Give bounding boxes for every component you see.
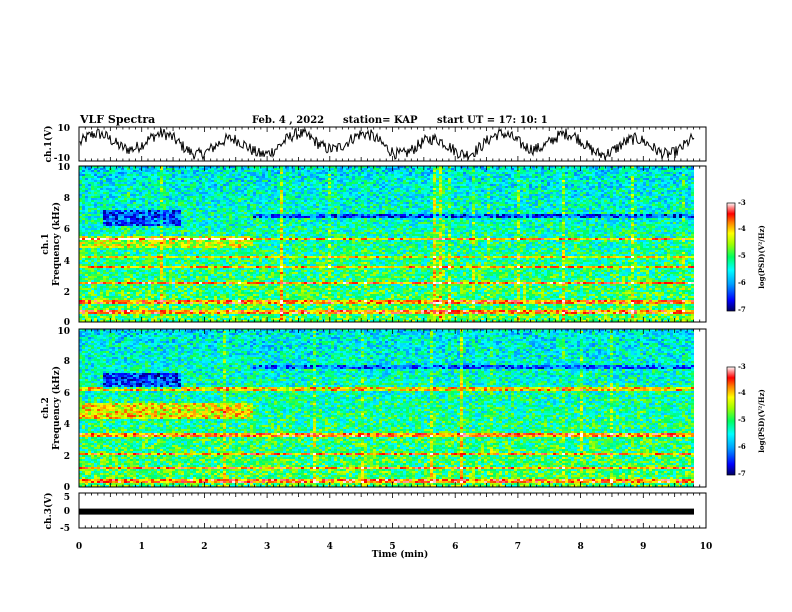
- ch1-cb-tick-m5: -5: [738, 251, 746, 260]
- ch2-freq-tick-0: 0: [64, 483, 70, 493]
- ch3-panel: 5 0 -5 ch.3(V) 0 1 2 3 4 5 6 7 8 9 10 Time (min): [43, 493, 712, 560]
- ch2-cb-tick-m6: -6: [738, 442, 746, 451]
- ch3-signal-band: [79, 509, 694, 515]
- ch2-freq-tick-6: 6: [64, 389, 70, 399]
- ch1-waveform-frame: [79, 127, 706, 161]
- time-tick-label: 0: [76, 542, 82, 552]
- ch1-cb-tick-m6: -6: [738, 278, 746, 287]
- time-tick-label: 9: [640, 542, 646, 552]
- ch2-cb-tick-m4: -4: [738, 388, 746, 397]
- ch2-cb-tick-m3: -3: [738, 362, 746, 371]
- ch1-cb-tick-m4: -4: [738, 224, 746, 233]
- ch3-ytick-m5: -5: [60, 524, 70, 534]
- station-label: station= KAP: [343, 115, 418, 126]
- ch3-ytick-5: 5: [64, 493, 70, 503]
- ch1-freq-tick-4: 4: [64, 257, 70, 267]
- ch1-cb-tick-m7: -7: [738, 305, 746, 314]
- ch1-spectrogram-panel: 0 2 4 6 8 10 ch.1 Frequency (kHz): [41, 163, 706, 328]
- ch1-freq-tick-8: 8: [64, 194, 70, 204]
- ch1-freq-tick-10: 10: [57, 163, 70, 173]
- time-tick-label: 2: [201, 542, 207, 552]
- ch2-spec-ylabel-channel: ch.2: [41, 397, 51, 418]
- ch1-spec-ylabel-frequency: Frequency (kHz): [51, 202, 62, 286]
- ch1-freq-tick-6: 6: [64, 225, 70, 235]
- time-tick-label: 6: [452, 542, 458, 552]
- ch2-spectrogram-panel: 0 2 4 6 8 10 ch.2 Frequency (kHz): [41, 327, 706, 493]
- vlf-spectra-figure: VLF Spectra Feb. 4 , 2022 station= KAP s…: [0, 0, 792, 612]
- time-tick-label: 1: [139, 542, 145, 552]
- ch2-freq-tick-8: 8: [64, 357, 70, 367]
- ch1-colorbar-label: log(PSD)(V²/Hz): [757, 225, 766, 289]
- time-axis-title: Time (min): [372, 549, 429, 560]
- ch1-cb-tick-m3: -3: [738, 198, 746, 207]
- figure-title: VLF Spectra: [79, 113, 155, 126]
- start-time-label: start UT = 17: 10: 1: [437, 115, 548, 126]
- time-tick-label: 10: [700, 542, 713, 552]
- ch2-freq-tick-2: 2: [64, 452, 70, 462]
- time-tick-label: 8: [577, 542, 583, 552]
- ch1-spec-ylabel-channel: ch.1: [41, 233, 51, 254]
- ch2-colorbar: -3 -4 -5 -6 -7 log(PSD)(V²/Hz): [727, 362, 766, 478]
- ch1-freq-tick-2: 2: [64, 288, 70, 298]
- ch3-ytick-0: 0: [64, 507, 70, 517]
- date-label: Feb. 4 , 2022: [252, 115, 324, 126]
- ch2-spectrogram-image: [79, 329, 706, 487]
- ch2-colorbar-scale: [727, 367, 735, 475]
- ch2-spec-ylabel-frequency: Frequency (kHz): [51, 366, 62, 450]
- ch1-colorbar-scale: [727, 203, 735, 311]
- ch2-colorbar-label: log(PSD)(V²/Hz): [757, 389, 766, 453]
- ch1-ytick-top: 10: [57, 124, 70, 134]
- ch2-cb-tick-m5: -5: [738, 415, 746, 424]
- ch1-waveform-panel: 10 -10 ch.1(V): [43, 124, 706, 164]
- ch2-freq-tick-4: 4: [64, 420, 70, 430]
- ch2-freq-tick-10: 10: [57, 327, 70, 337]
- time-tick-label: 3: [264, 542, 270, 552]
- time-tick-label: 7: [515, 542, 521, 552]
- ch1-spectrogram-image: [79, 166, 706, 322]
- ch1-ylabel: ch.1(V): [43, 126, 54, 163]
- ch3-ylabel: ch.3(V): [43, 493, 54, 530]
- ch1-colorbar: -3 -4 -5 -6 -7 log(PSD)(V²/Hz): [727, 198, 766, 314]
- ch2-cb-tick-m7: -7: [738, 469, 746, 478]
- time-tick-label: 4: [327, 542, 333, 552]
